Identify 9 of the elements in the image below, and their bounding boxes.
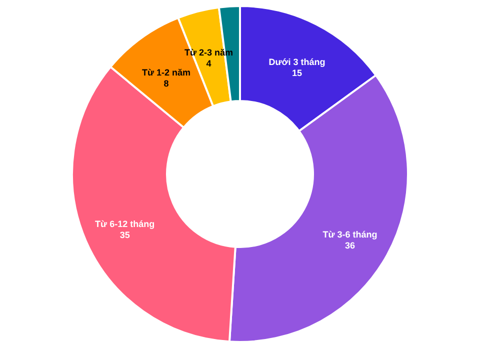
data-label: 35 xyxy=(120,230,130,240)
data-label: 36 xyxy=(344,240,355,250)
data-label: 4 xyxy=(206,58,212,68)
data-label: 8 xyxy=(164,78,169,88)
data-label: 15 xyxy=(292,68,302,78)
slice-label: Dưới 3 tháng xyxy=(268,57,326,68)
slice-label: Từ 1-2 năm xyxy=(142,67,190,78)
slice-label: Từ 6-12 tháng xyxy=(95,218,155,229)
slice-label: Từ 3-6 tháng xyxy=(322,229,378,240)
